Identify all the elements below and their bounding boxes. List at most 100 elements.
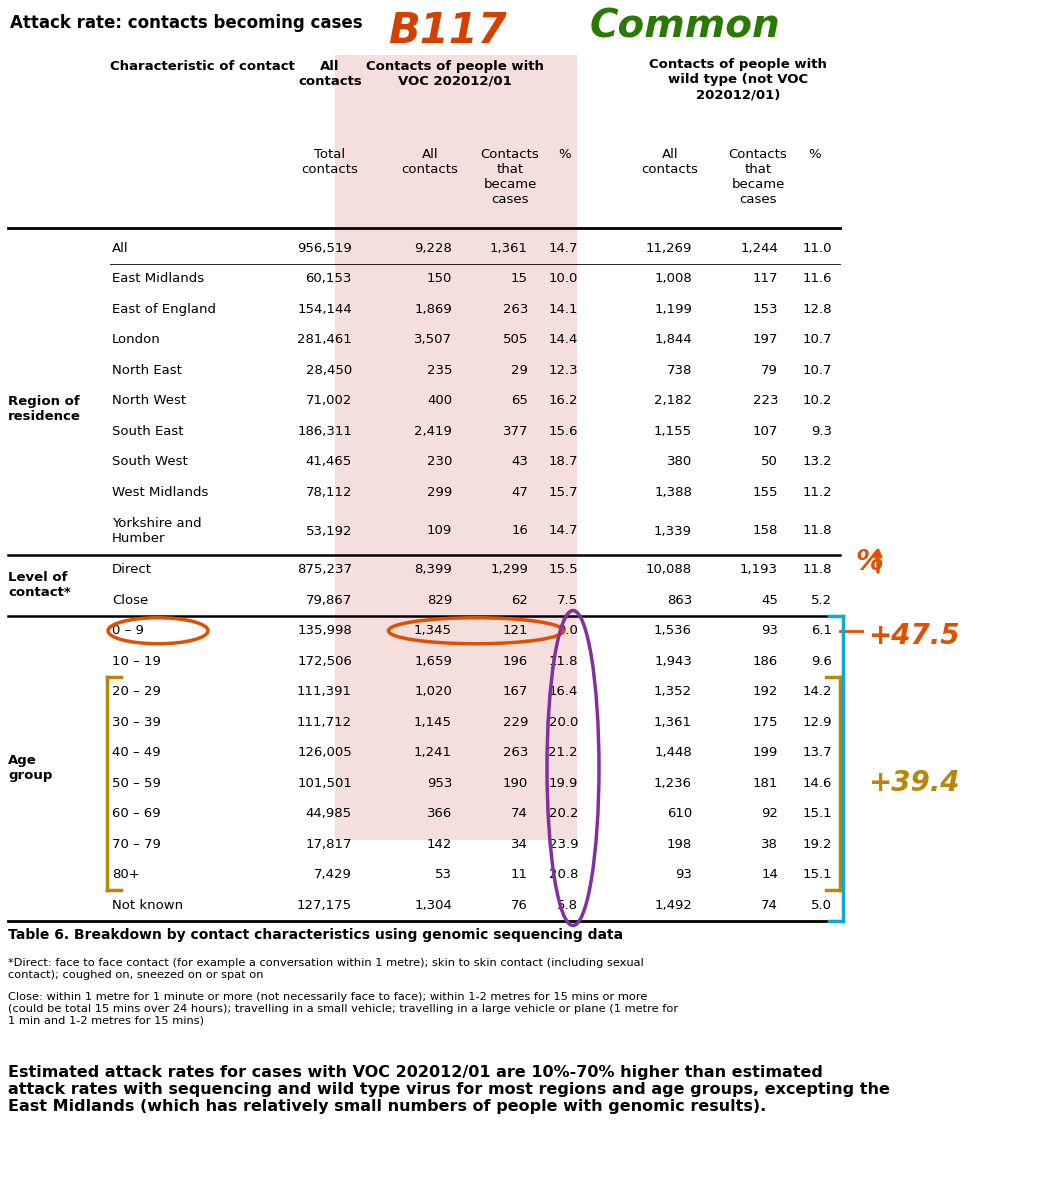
Text: Direct: Direct [112, 563, 152, 576]
Text: 15.7: 15.7 [548, 486, 578, 499]
Text: 16.2: 16.2 [548, 395, 578, 407]
Text: 50: 50 [761, 455, 778, 468]
Text: All
contacts: All contacts [298, 60, 362, 88]
Text: 74: 74 [761, 899, 778, 912]
Text: 10 – 19: 10 – 19 [112, 655, 161, 667]
Text: Age
group: Age group [8, 754, 53, 782]
Text: 47: 47 [511, 486, 528, 499]
Text: 21.2: 21.2 [548, 746, 578, 760]
Text: 20.2: 20.2 [548, 808, 578, 821]
Text: 196: 196 [503, 655, 528, 667]
Text: 1,145: 1,145 [414, 715, 452, 728]
Text: All
contacts: All contacts [641, 148, 698, 176]
Text: 186: 186 [752, 655, 778, 667]
Text: Yorkshire and
Humber: Yorkshire and Humber [112, 517, 202, 545]
Text: 263: 263 [503, 746, 528, 760]
Text: 0 – 9: 0 – 9 [112, 624, 144, 637]
Text: 1,448: 1,448 [654, 746, 692, 760]
Text: 28,450: 28,450 [306, 364, 352, 377]
Text: 11: 11 [511, 869, 528, 881]
Text: 30 – 39: 30 – 39 [112, 715, 161, 728]
Text: 230: 230 [426, 455, 452, 468]
Text: North East: North East [112, 364, 182, 377]
Text: Contacts
that
became
cases: Contacts that became cases [729, 148, 787, 206]
Text: 109: 109 [426, 524, 452, 538]
Text: 16.4: 16.4 [549, 685, 578, 698]
Text: 366: 366 [426, 808, 452, 821]
Text: 3,507: 3,507 [414, 334, 452, 347]
Text: 153: 153 [752, 302, 778, 316]
Text: Table 6. Breakdown by contact characteristics using genomic sequencing data: Table 6. Breakdown by contact characteri… [8, 929, 623, 942]
Text: 127,175: 127,175 [297, 899, 352, 912]
Text: 14.7: 14.7 [548, 524, 578, 538]
Text: 93: 93 [675, 869, 692, 881]
Text: 9,228: 9,228 [414, 241, 452, 254]
Text: 953: 953 [426, 776, 452, 790]
Text: 1,304: 1,304 [414, 899, 452, 912]
Text: 11.2: 11.2 [802, 486, 832, 499]
Text: 1,536: 1,536 [654, 624, 692, 637]
Text: 20 – 29: 20 – 29 [112, 685, 161, 698]
Text: 400: 400 [426, 395, 452, 407]
Text: 65: 65 [511, 395, 528, 407]
Text: 1,345: 1,345 [414, 624, 452, 637]
Text: 1,361: 1,361 [490, 241, 528, 254]
Text: 229: 229 [503, 715, 528, 728]
Text: 15.6: 15.6 [548, 425, 578, 438]
Text: 71,002: 71,002 [306, 395, 352, 407]
Text: 1,943: 1,943 [654, 655, 692, 667]
Text: 10,088: 10,088 [645, 563, 692, 576]
Text: 10.7: 10.7 [803, 364, 832, 377]
Text: 12.3: 12.3 [548, 364, 578, 377]
Text: 15.1: 15.1 [802, 869, 832, 881]
Text: 1,008: 1,008 [654, 272, 692, 286]
Text: *Direct: face to face contact (for example a conversation within 1 metre); skin : *Direct: face to face contact (for examp… [8, 959, 643, 980]
Text: 79,867: 79,867 [306, 594, 352, 607]
Text: Contacts of people with
wild type (not VOC
202012/01): Contacts of people with wild type (not V… [649, 58, 827, 101]
Text: 154,144: 154,144 [297, 302, 352, 316]
Text: Attack rate: contacts becoming cases: Attack rate: contacts becoming cases [10, 14, 363, 32]
Text: 1,352: 1,352 [654, 685, 692, 698]
Text: 9.3: 9.3 [811, 425, 832, 438]
Text: 23.9: 23.9 [548, 838, 578, 851]
Text: 53,192: 53,192 [306, 524, 352, 538]
Text: Contacts
that
became
cases: Contacts that became cases [480, 148, 540, 206]
Text: 12.9: 12.9 [803, 715, 832, 728]
Text: 150: 150 [426, 272, 452, 286]
Text: 126,005: 126,005 [297, 746, 352, 760]
Text: 142: 142 [426, 838, 452, 851]
Text: 111,712: 111,712 [297, 715, 352, 728]
Text: 41,465: 41,465 [306, 455, 352, 468]
Text: Common: Common [590, 8, 781, 46]
Text: 192: 192 [752, 685, 778, 698]
Text: 70 – 79: 70 – 79 [112, 838, 161, 851]
Text: 44,985: 44,985 [306, 808, 352, 821]
Text: 107: 107 [752, 425, 778, 438]
Text: Characteristic of contact: Characteristic of contact [110, 60, 295, 73]
Text: 121: 121 [503, 624, 528, 637]
Text: 34: 34 [511, 838, 528, 851]
Text: 1,155: 1,155 [654, 425, 692, 438]
Text: %: % [559, 148, 571, 161]
Text: 74: 74 [511, 808, 528, 821]
Text: South West: South West [112, 455, 187, 468]
Text: 43: 43 [511, 455, 528, 468]
Text: 175: 175 [752, 715, 778, 728]
Text: 53: 53 [435, 869, 452, 881]
Text: 14.2: 14.2 [803, 685, 832, 698]
Text: 45: 45 [761, 594, 778, 607]
Text: 299: 299 [426, 486, 452, 499]
Text: 281,461: 281,461 [297, 334, 352, 347]
Text: 1,388: 1,388 [654, 486, 692, 499]
Text: All
contacts: All contacts [402, 148, 458, 176]
Text: 7.5: 7.5 [557, 594, 578, 607]
Text: 14.6: 14.6 [803, 776, 832, 790]
Text: 875,237: 875,237 [297, 563, 352, 576]
Text: 505: 505 [503, 334, 528, 347]
Text: 8,399: 8,399 [415, 563, 452, 576]
Text: 6.1: 6.1 [811, 624, 832, 637]
Text: 117: 117 [752, 272, 778, 286]
Text: 9.6: 9.6 [811, 655, 832, 667]
Text: 11.8: 11.8 [803, 563, 832, 576]
Text: 11.8: 11.8 [548, 655, 578, 667]
